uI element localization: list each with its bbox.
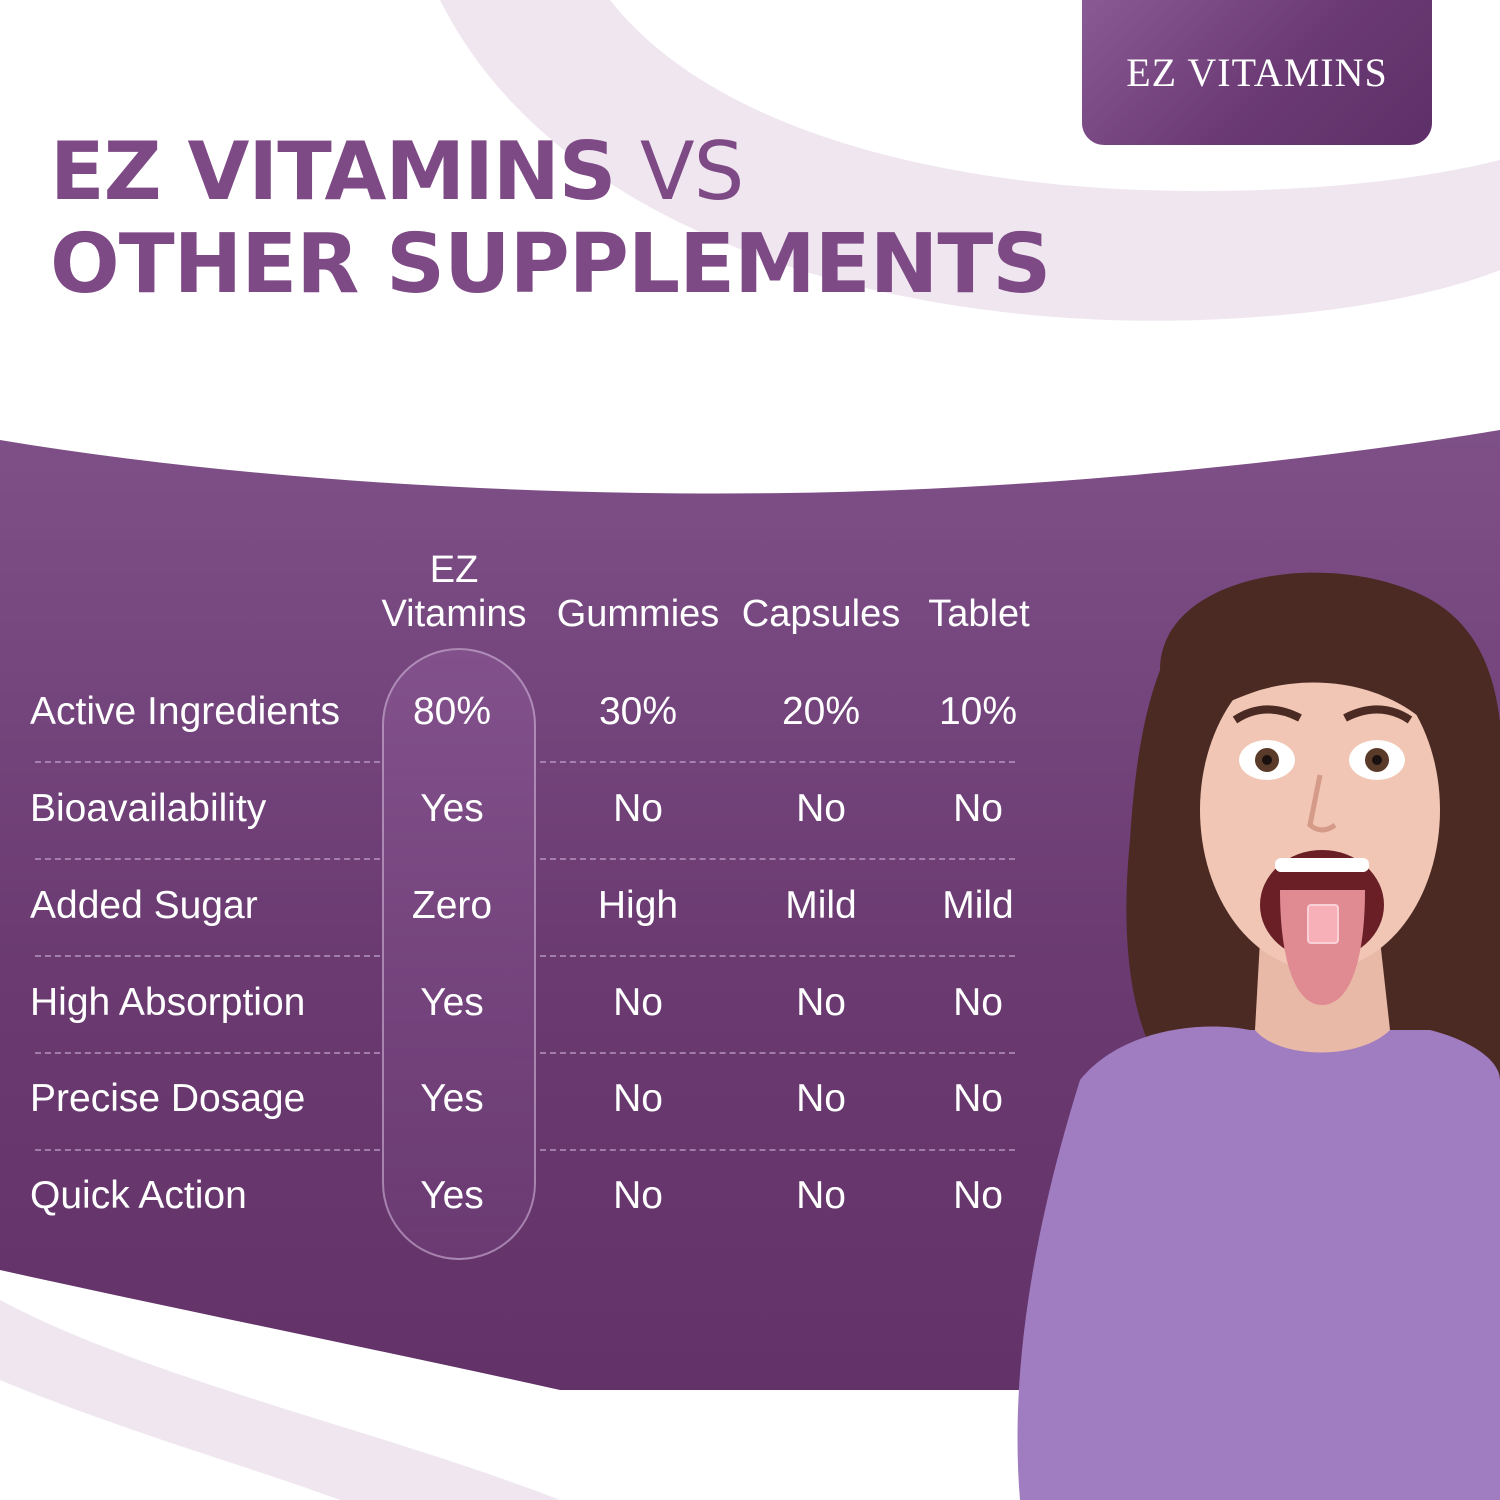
row-divider xyxy=(540,858,1015,860)
cell-ez-high-absorption: Yes xyxy=(420,981,484,1024)
row-divider xyxy=(35,1149,380,1151)
title-brand: EZ VITAMINS xyxy=(50,125,616,218)
cell-gummies-precise-dosage: No xyxy=(613,1077,663,1120)
cell-capsules-active-ingredients: 20% xyxy=(781,690,861,733)
cell-ez-active-ingredients: 80% xyxy=(412,690,492,733)
row-divider xyxy=(540,1149,1015,1151)
cell-gummies-quick-action: No xyxy=(613,1174,663,1217)
title-line-2: OTHER SUPPLEMENTS xyxy=(50,217,1051,312)
cell-tablet-active-ingredients: 10% xyxy=(938,690,1018,733)
title-vs: VS xyxy=(639,125,745,218)
cell-tablet-high-absorption: No xyxy=(953,981,1003,1024)
cell-ez-precise-dosage: Yes xyxy=(420,1077,484,1120)
column-header-tablet: Tablet xyxy=(928,593,1030,635)
ez-column-highlight xyxy=(382,648,536,1260)
column-header-ez-line1: EZ xyxy=(429,549,479,591)
brand-logo-badge: EZ VITAMINS xyxy=(1082,0,1432,145)
row-divider xyxy=(540,1052,1015,1054)
cell-capsules-added-sugar: Mild xyxy=(785,884,857,927)
cell-tablet-quick-action: No xyxy=(953,1174,1003,1217)
cell-gummies-high-absorption: No xyxy=(613,981,663,1024)
cell-gummies-added-sugar: High xyxy=(597,884,679,927)
cell-ez-bioavailability: Yes xyxy=(420,787,484,830)
row-label-quick-action: Quick Action xyxy=(30,1174,247,1217)
row-divider xyxy=(35,761,380,763)
cell-capsules-bioavailability: No xyxy=(796,787,846,830)
cell-capsules-high-absorption: No xyxy=(796,981,846,1024)
column-header-gummies: Gummies xyxy=(556,593,720,635)
row-label-bioavailability: Bioavailability xyxy=(30,787,267,830)
cell-tablet-bioavailability: No xyxy=(953,787,1003,830)
cell-tablet-added-sugar: Mild xyxy=(942,884,1014,927)
row-divider xyxy=(540,955,1015,957)
column-header-ez-vitamins: EZ Vitamins xyxy=(376,548,532,636)
cell-gummies-active-ingredients: 30% xyxy=(598,690,678,733)
row-label-active-ingredients: Active Ingredients xyxy=(30,690,341,733)
woman-photo xyxy=(1017,572,1500,1500)
row-divider xyxy=(35,1052,380,1054)
column-header-ez-line2: Vitamins xyxy=(381,593,527,635)
cell-ez-added-sugar: Zero xyxy=(411,884,493,927)
row-label-precise-dosage: Precise Dosage xyxy=(30,1077,306,1120)
brand-logo-text: EZ VITAMINS xyxy=(1126,50,1388,95)
row-divider xyxy=(540,761,1015,763)
cell-tablet-precise-dosage: No xyxy=(953,1077,1003,1120)
row-divider xyxy=(35,858,380,860)
row-label-high-absorption: High Absorption xyxy=(30,981,306,1024)
row-divider xyxy=(35,955,380,957)
cell-capsules-quick-action: No xyxy=(796,1174,846,1217)
title-line-1: EZ VITAMINS VS xyxy=(50,132,1050,212)
row-label-added-sugar: Added Sugar xyxy=(30,884,258,927)
page-title: EZ VITAMINS VS OTHER SUPPLEMENTS xyxy=(50,132,1051,312)
cell-gummies-bioavailability: No xyxy=(613,787,663,830)
column-header-capsules: Capsules xyxy=(741,593,901,635)
cell-capsules-precise-dosage: No xyxy=(796,1077,846,1120)
cell-ez-quick-action: Yes xyxy=(420,1174,484,1217)
